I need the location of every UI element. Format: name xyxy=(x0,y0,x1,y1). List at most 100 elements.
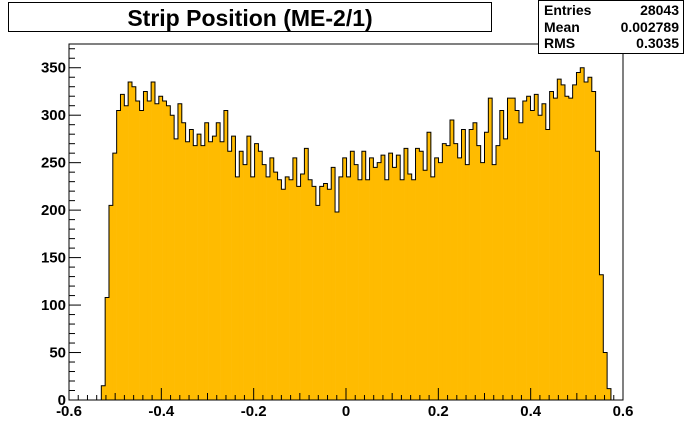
histogram-bar xyxy=(373,167,378,400)
histogram-bar xyxy=(308,179,313,400)
histogram-bar xyxy=(507,98,512,400)
histogram-bar xyxy=(281,189,286,400)
histogram-bar xyxy=(595,151,600,400)
y-tick-label: 0 xyxy=(58,392,66,409)
histogram-bar xyxy=(568,98,573,400)
histogram-bar xyxy=(262,164,267,400)
histogram-bar xyxy=(170,115,175,400)
histogram-bar xyxy=(208,141,213,401)
histogram-bar xyxy=(342,157,347,400)
histogram-bar xyxy=(223,110,229,400)
histogram-bar xyxy=(545,129,550,400)
histogram-bar xyxy=(327,189,332,400)
x-tick-label: -0.6 xyxy=(56,403,82,420)
histogram-bar xyxy=(112,153,117,400)
histogram-bar xyxy=(427,132,432,400)
histogram-bar xyxy=(151,81,156,401)
stats-row-mean: Mean 0.002789 xyxy=(544,19,679,36)
histogram-bar xyxy=(292,157,298,400)
histogram-bar xyxy=(189,129,194,400)
histogram-bar xyxy=(526,96,531,401)
histogram-bar xyxy=(120,94,125,400)
stats-rms-value: 0.3035 xyxy=(636,35,679,51)
histogram-bar xyxy=(511,98,516,400)
histogram-bar xyxy=(419,151,424,400)
histogram-bar xyxy=(128,81,133,401)
histogram-bar xyxy=(442,143,447,400)
histogram-bar xyxy=(541,103,547,401)
histogram-bar xyxy=(404,148,409,400)
histogram-bar xyxy=(143,91,148,400)
histogram-bar xyxy=(591,91,596,400)
stats-entries-value: 28043 xyxy=(640,2,679,18)
histogram-bar xyxy=(304,148,309,400)
histogram-bar xyxy=(266,176,271,400)
histogram-bar xyxy=(323,183,328,400)
histogram-bar xyxy=(254,143,259,400)
stats-mean-label: Mean xyxy=(544,18,580,35)
histogram-bar xyxy=(415,148,420,400)
stats-box: Entries 28043 Mean 0.002789 RMS 0.3035 xyxy=(538,0,684,54)
histogram-bar xyxy=(607,388,612,400)
histogram-bar xyxy=(396,155,401,400)
x-tick-label: -0.2 xyxy=(241,403,267,420)
chart-title: Strip Position (ME-2/1) xyxy=(8,2,492,32)
histogram-bar xyxy=(377,162,382,400)
stats-row-entries: Entries 28043 xyxy=(544,2,679,19)
histogram-bar xyxy=(135,100,140,401)
histogram-bar xyxy=(239,151,244,400)
histogram-bar xyxy=(476,145,481,400)
histogram-bar xyxy=(549,91,554,400)
histogram-bar xyxy=(450,119,455,401)
stats-mean-value: 0.002789 xyxy=(620,18,679,35)
histogram-bar xyxy=(193,145,198,400)
histogram-bar xyxy=(350,151,355,400)
histogram-bar xyxy=(446,145,451,400)
y-tick-label: 300 xyxy=(41,107,66,124)
histogram-outline xyxy=(100,67,612,400)
histogram-bar xyxy=(411,179,416,400)
x-axis: -0.6 -0.4 -0.2 0 0.2 0.4 0.6 xyxy=(56,388,633,420)
y-tick-label: 350 xyxy=(41,60,66,77)
histogram-bar xyxy=(108,205,114,400)
histogram-bar xyxy=(384,179,390,400)
histogram-bar xyxy=(197,134,202,401)
histogram-bar xyxy=(388,153,393,400)
histogram-bar xyxy=(381,155,386,400)
histogram-bar xyxy=(181,122,186,400)
histogram-bar xyxy=(246,136,252,400)
histogram-bar xyxy=(158,96,163,401)
histogram-bar xyxy=(488,98,493,400)
histogram-bar xyxy=(564,96,570,401)
histogram-bar xyxy=(166,105,171,400)
histogram-bar xyxy=(147,100,152,401)
histogram-bar xyxy=(235,176,240,400)
histogram-bar xyxy=(250,176,255,400)
histogram-bar xyxy=(162,100,167,401)
histogram-bar xyxy=(277,179,282,400)
histogram-bar xyxy=(484,132,489,400)
histogram-bar xyxy=(174,138,179,400)
histogram-bar xyxy=(530,110,535,400)
histogram-bar xyxy=(273,172,278,400)
histogram-bar xyxy=(365,179,370,400)
histogram-bar xyxy=(453,143,458,400)
histogram-bar xyxy=(400,179,405,400)
histogram-bar xyxy=(407,174,412,400)
histogram-bar xyxy=(480,162,485,400)
histogram-bar xyxy=(212,136,217,400)
histogram-bar xyxy=(312,186,317,400)
histogram-bar xyxy=(200,145,206,400)
histogram-bar xyxy=(576,72,581,400)
histogram-bars xyxy=(100,67,612,401)
histogram-bar xyxy=(300,174,305,400)
x-tick-label: -0.4 xyxy=(148,403,175,420)
histogram-bar xyxy=(131,86,137,400)
histogram-bar xyxy=(423,170,428,400)
histogram-bar xyxy=(258,151,263,400)
histogram-bar xyxy=(354,164,359,400)
histogram-bar xyxy=(534,94,539,400)
y-tick-label: 100 xyxy=(41,297,66,314)
histogram-bar xyxy=(515,110,520,400)
y-tick-label: 50 xyxy=(49,345,66,362)
